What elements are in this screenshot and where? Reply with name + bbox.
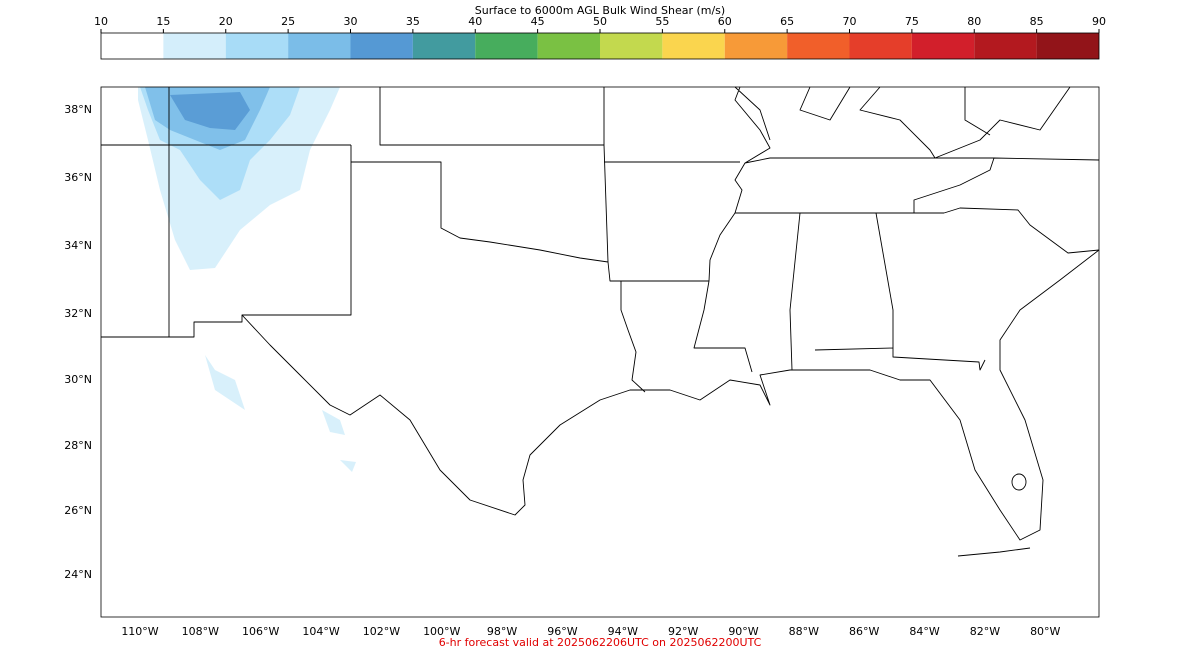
colorbar-tick-label: 70 xyxy=(843,15,857,28)
colorbar-tick-label: 85 xyxy=(1030,15,1044,28)
state-borders xyxy=(101,86,1100,557)
border xyxy=(101,86,1100,393)
shear-contour xyxy=(205,355,245,410)
colorbar-tick-label: 35 xyxy=(406,15,420,28)
lon-label: 86°W xyxy=(849,625,879,638)
colorbar-segment xyxy=(849,33,912,59)
colorbar-segment xyxy=(101,33,164,59)
colorbar-segment xyxy=(350,33,413,59)
lon-label: 88°W xyxy=(789,625,819,638)
colorbar-tick-label: 10 xyxy=(94,15,108,28)
colorbar-tick-label: 45 xyxy=(531,15,545,28)
colorbar-frame xyxy=(100,32,1100,60)
colorbar-tick-label: 25 xyxy=(281,15,295,28)
colorbar-tick-label: 55 xyxy=(655,15,669,28)
shear-contour xyxy=(340,460,356,472)
footer: 6-hr forecast valid at 2025062206UTC on … xyxy=(439,636,762,649)
lake xyxy=(1011,473,1027,491)
colorbar-tick-label: 20 xyxy=(219,15,233,28)
colorbar-segment xyxy=(974,33,1037,59)
lat-label: 38°N xyxy=(64,103,92,116)
lon-label: 104°W xyxy=(302,625,339,638)
colorbar-segment xyxy=(600,33,663,59)
colorbar-tick-label: 80 xyxy=(967,15,981,28)
colorbar-segment xyxy=(724,33,788,59)
colorbar-tick-label: 75 xyxy=(905,15,919,28)
colorbar-tick-label: 40 xyxy=(468,15,482,28)
lat-label: 32°N xyxy=(64,307,92,320)
lat-label: 36°N xyxy=(64,171,92,184)
colorbar-segment xyxy=(225,33,289,59)
colorbar-tick-label: 50 xyxy=(593,15,607,28)
lat-label: 28°N xyxy=(64,439,92,452)
lon-label: 92°W xyxy=(668,625,698,638)
lon-label: 80°W xyxy=(1030,625,1060,638)
lat-label: 34°N xyxy=(64,239,92,252)
lon-label: 102°W xyxy=(363,625,400,638)
colorbar-tick-label: 15 xyxy=(156,15,170,28)
colorbar-segment xyxy=(662,33,725,59)
colorbar-segment xyxy=(288,33,351,59)
colorbar-segment xyxy=(163,33,226,59)
lon-label: 94°W xyxy=(608,625,638,638)
lat-label: 26°N xyxy=(64,504,92,517)
colorbar: 10 15 20 25 30 35 40 45 50 55 60 65 70 75 80 85 90 xyxy=(94,15,1106,59)
island xyxy=(957,547,1031,557)
colorbar-segment xyxy=(787,33,850,59)
lon-label: 82°W xyxy=(970,625,1000,638)
colorbar-tick-label: 90 xyxy=(1092,15,1106,28)
lon-label: 108°W xyxy=(182,625,219,638)
lon-label: 98°W xyxy=(487,625,517,638)
axis-labels: 38°N 36°N 34°N 32°N 30°N 28°N 26°N 24°N 110°W 108… xyxy=(64,103,1060,638)
lon-label: 96°W xyxy=(547,625,577,638)
lon-label: 110°W xyxy=(121,625,158,638)
map-frame xyxy=(100,86,1100,618)
colorbar-tick-label: 30 xyxy=(344,15,358,28)
colorbar-tick-label: 65 xyxy=(780,15,794,28)
colorbar-segment xyxy=(475,33,538,59)
colorbar-segment xyxy=(911,33,975,59)
lon-label: 84°W xyxy=(909,625,939,638)
lat-label: 30°N xyxy=(64,373,92,386)
lon-label: 106°W xyxy=(242,625,279,638)
colorbar-segment xyxy=(412,33,476,59)
colorbar-title: Surface to 6000m AGL Bulk Wind Shear (m/… xyxy=(475,4,725,17)
lat-label: 24°N xyxy=(64,568,92,581)
colorbar-tick-label: 60 xyxy=(718,15,732,28)
shear-contour xyxy=(322,410,345,435)
lon-label: 90°W xyxy=(728,625,758,638)
shear-field xyxy=(138,87,356,472)
colorbar-segment xyxy=(537,33,600,59)
coastline xyxy=(241,249,1100,541)
shear-contour xyxy=(170,92,250,130)
colorbar-segment xyxy=(1036,33,1099,59)
lon-label: 100°W xyxy=(423,625,460,638)
